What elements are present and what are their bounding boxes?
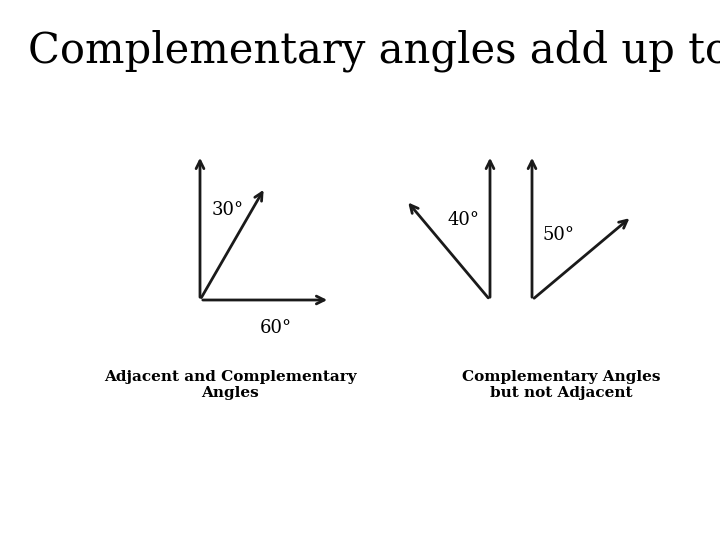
Text: 40°: 40° (448, 211, 480, 229)
Text: 30°: 30° (212, 201, 244, 219)
Text: Complementary Angles
but not Adjacent: Complementary Angles but not Adjacent (462, 370, 660, 400)
Text: 50°: 50° (542, 226, 574, 244)
Text: Adjacent and Complementary
Angles: Adjacent and Complementary Angles (104, 370, 356, 400)
Text: Complementary angles add up to 90º.: Complementary angles add up to 90º. (28, 30, 720, 72)
Text: 60°: 60° (260, 319, 292, 337)
